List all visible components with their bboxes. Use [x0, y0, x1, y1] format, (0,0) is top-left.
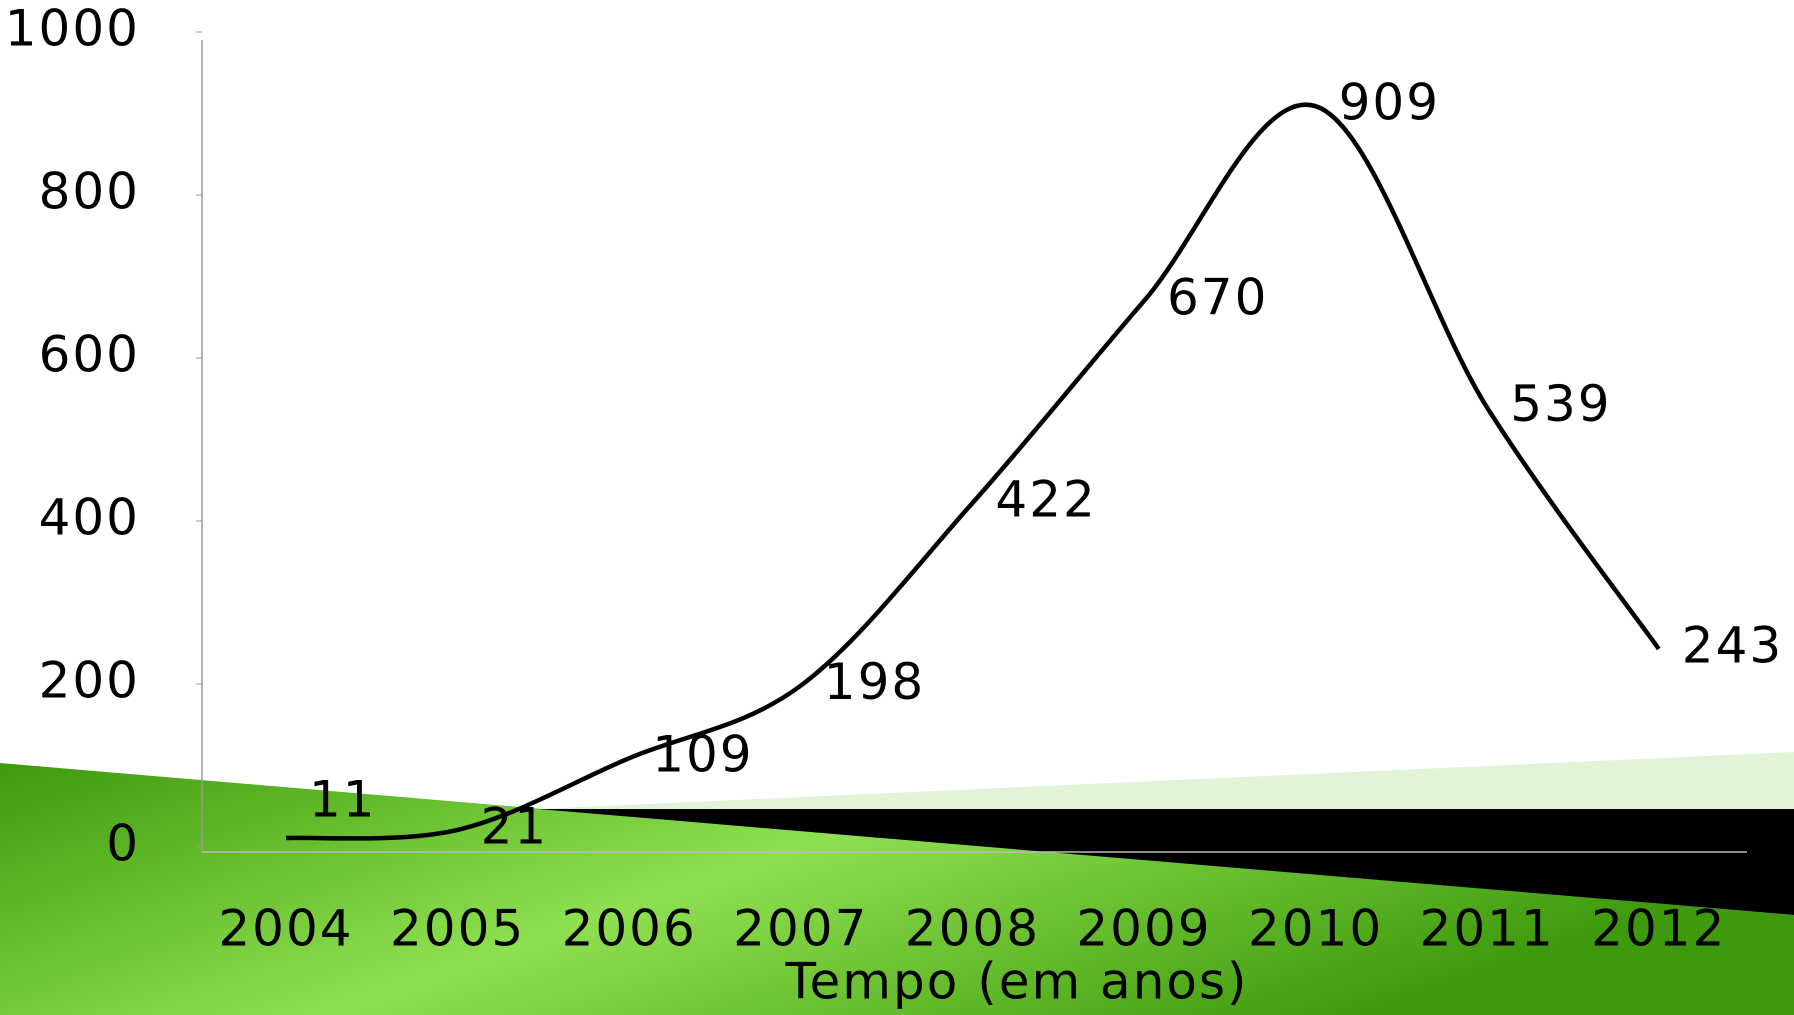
x-tick-label: 2010	[1248, 900, 1383, 958]
data-label: 198	[824, 653, 925, 711]
data-label: 21	[481, 797, 549, 855]
x-axis-title: Tempo (em anos)	[784, 953, 1248, 1011]
data-label: 11	[309, 771, 377, 829]
x-tick-label: 2007	[733, 900, 868, 958]
y-tick-label: 0	[106, 815, 140, 873]
x-tick-label: 2004	[218, 900, 353, 958]
x-tick-label: 2005	[390, 900, 525, 958]
data-label: 243	[1682, 616, 1783, 674]
x-tick-label: 2011	[1420, 900, 1555, 958]
y-tick-label: 800	[39, 163, 140, 221]
x-tick-label: 2006	[562, 900, 697, 958]
black-wedge	[538, 809, 1794, 915]
line	[285, 102, 1661, 841]
x-tick-label: 2008	[905, 900, 1040, 958]
y-tick-label: 200	[39, 652, 140, 710]
y-tick-label: 600	[39, 326, 140, 384]
data-label: 422	[995, 471, 1096, 529]
data-label: 109	[652, 726, 753, 784]
y-tick-label: 1000	[5, 0, 140, 58]
data-label: 539	[1510, 375, 1611, 433]
light-wedge	[538, 752, 1794, 809]
green-band	[0, 763, 1794, 1015]
x-tick-label: 2012	[1591, 900, 1726, 958]
x-tick-label: 2009	[1076, 900, 1211, 958]
data-label: 670	[1167, 268, 1268, 326]
data-label: 909	[1339, 74, 1440, 132]
y-tick-label: 400	[39, 489, 140, 547]
